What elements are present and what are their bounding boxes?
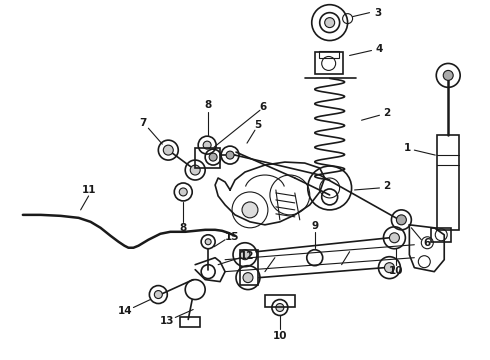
Bar (437, 135, 459, 230)
Text: 2: 2 (383, 181, 390, 191)
Circle shape (325, 18, 335, 28)
Circle shape (226, 151, 234, 159)
Text: 11: 11 (81, 185, 96, 195)
Text: 1: 1 (404, 143, 411, 153)
Text: 7: 7 (140, 118, 147, 128)
Circle shape (179, 188, 187, 196)
Text: 15: 15 (225, 232, 239, 242)
Bar (315, 53, 343, 75)
Bar (318, 50, 339, 58)
Circle shape (390, 233, 399, 243)
Circle shape (205, 239, 211, 245)
Text: 5: 5 (254, 120, 262, 130)
Bar (180, 318, 200, 328)
Circle shape (163, 145, 173, 155)
Circle shape (443, 71, 453, 80)
Text: 6: 6 (259, 102, 267, 112)
Circle shape (240, 250, 250, 260)
Circle shape (243, 273, 253, 283)
Text: 9: 9 (311, 221, 318, 231)
Text: 12: 12 (240, 251, 254, 261)
Circle shape (190, 165, 200, 175)
Bar (195, 148, 220, 168)
Text: 13: 13 (160, 316, 174, 327)
Text: 3: 3 (374, 8, 381, 18)
Text: 14: 14 (118, 306, 133, 316)
Text: 8: 8 (180, 223, 187, 233)
Text: 10: 10 (272, 332, 287, 341)
Circle shape (396, 215, 406, 225)
Circle shape (242, 202, 258, 218)
Text: 8: 8 (204, 100, 212, 110)
Text: 6: 6 (424, 238, 431, 248)
Circle shape (203, 141, 211, 149)
Text: 2: 2 (383, 108, 390, 118)
Bar (240, 250, 258, 285)
Text: 4: 4 (376, 44, 383, 54)
Circle shape (276, 303, 284, 311)
Circle shape (209, 153, 217, 161)
Bar (431, 228, 451, 242)
Bar (265, 294, 295, 306)
Circle shape (385, 263, 394, 273)
Text: 10: 10 (389, 266, 404, 276)
Circle shape (154, 291, 162, 298)
